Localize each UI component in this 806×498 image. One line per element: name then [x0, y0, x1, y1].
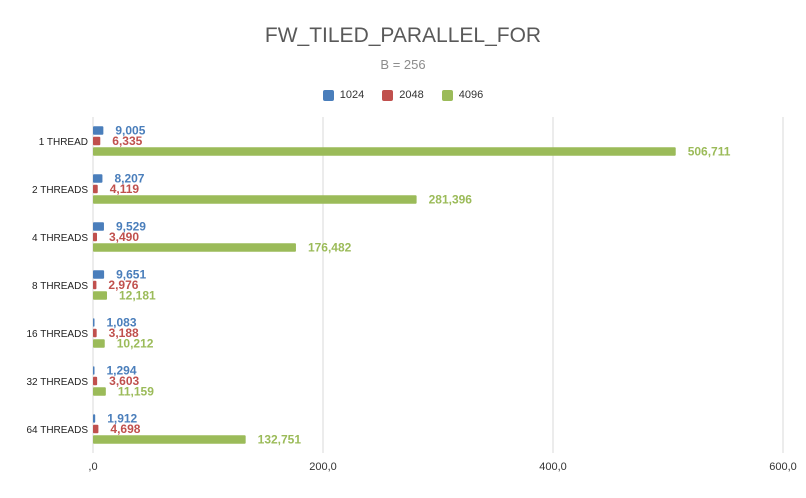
bar-2048-4	[93, 328, 97, 338]
bar-2048-3	[93, 280, 97, 290]
x-tick-label-2: 400,0	[539, 461, 567, 473]
data-label-4096-4: 10,212	[117, 336, 154, 350]
legend-item-1024: 1024	[322, 89, 365, 101]
data-label-2048-0: 6,335	[112, 134, 142, 148]
bar-1024-0	[93, 126, 104, 135]
data-label-1024-0: 9,005	[115, 123, 145, 137]
bar-4096-1	[93, 195, 417, 204]
bar-4096-0	[93, 147, 676, 156]
data-label-1024-2: 9,529	[116, 219, 146, 233]
bar-4096-3	[93, 291, 108, 300]
category-label-0: 1 THREAD	[39, 137, 88, 148]
legend-label-4096: 4096	[458, 89, 484, 101]
bar-2048-1	[93, 184, 98, 194]
x-tick-label-0: ,0	[88, 461, 97, 473]
bar-1024-3	[93, 270, 105, 279]
category-label-4: 16 THREADS	[26, 329, 88, 340]
legend-item-2048: 2048	[382, 89, 424, 101]
bar-4096-2	[93, 243, 296, 252]
legend-swatch-4096	[441, 89, 453, 101]
bar-4096-4	[93, 339, 105, 348]
bar-1024-4	[93, 318, 95, 327]
category-label-3: 8 THREADS	[32, 281, 88, 292]
legend-label-1024: 1024	[339, 89, 365, 101]
legend-label-2048: 2048	[399, 89, 424, 101]
bar-1024-2	[93, 222, 104, 231]
data-label-2048-1: 4,119	[110, 182, 140, 196]
bar-1024-1	[93, 174, 103, 183]
legend-swatch-1024	[322, 89, 334, 101]
data-label-1024-4: 1,083	[107, 315, 137, 329]
data-label-2048-6: 4,698	[110, 422, 140, 436]
chart-subtitle: B = 256	[380, 57, 426, 72]
bar-1024-5	[93, 366, 95, 375]
data-label-2048-3: 2,976	[108, 278, 138, 292]
data-label-4096-2: 176,482	[308, 240, 352, 254]
bar-4096-6	[93, 435, 246, 444]
x-tick-label-3: 600,0	[769, 461, 797, 473]
x-tick-label-1: 200,0	[309, 461, 337, 473]
data-label-1024-1: 8,207	[114, 171, 144, 185]
bar-2048-2	[93, 232, 98, 242]
category-label-1: 2 THREADS	[32, 185, 88, 196]
bar-2048-0	[93, 136, 101, 146]
legend-item-4096: 4096	[441, 89, 484, 101]
data-label-2048-4: 3,188	[109, 326, 139, 340]
data-label-4096-3: 12,181	[119, 288, 156, 302]
bar-2048-6	[93, 424, 99, 434]
data-label-4096-5: 11,159	[118, 384, 154, 398]
bar-1024-6	[93, 414, 96, 423]
chart-legend: 1024 2048 4096	[0, 89, 806, 101]
legend-swatch-2048	[382, 89, 394, 101]
data-label-4096-6: 132,751	[258, 432, 302, 446]
category-label-2: 4 THREADS	[32, 233, 88, 244]
category-label-6: 64 THREADS	[26, 425, 88, 436]
chart-title: FW_TILED_PARALLEL_FOR	[264, 24, 542, 47]
bar-4096-5	[93, 387, 106, 396]
data-label-1024-3: 9,651	[116, 267, 146, 281]
data-label-4096-1: 281,396	[429, 192, 473, 206]
data-label-2048-5: 3,603	[109, 374, 139, 388]
category-label-5: 32 THREADS	[26, 377, 88, 388]
bar-2048-5	[93, 376, 98, 386]
data-label-2048-2: 3,490	[109, 230, 139, 244]
data-label-4096-0: 506,711	[688, 144, 731, 158]
data-label-1024-5: 1,294	[107, 363, 137, 377]
data-label-1024-6: 1,912	[107, 411, 137, 425]
